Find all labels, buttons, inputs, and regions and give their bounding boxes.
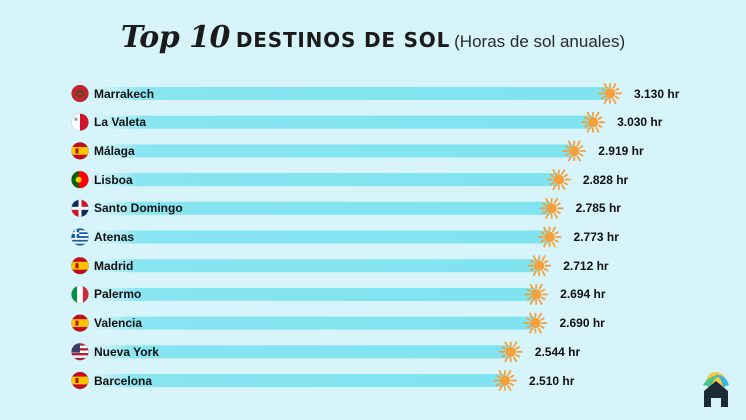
bar-2	[80, 144, 575, 158]
value-label: 2.544 hr	[534, 344, 581, 359]
category-label: Santo Domingo	[94, 201, 183, 216]
category-label: Málaga	[94, 143, 135, 158]
sun-icon	[546, 169, 571, 191]
value-label: 2.694 hr	[560, 287, 606, 302]
dominican-republic-flag-icon	[71, 199, 89, 218]
chart-title: Top 10 DESTINOS DE SOL (Horas de sol anual…	[0, 20, 746, 55]
sun-icon	[562, 140, 587, 162]
bar-3	[80, 173, 559, 187]
value-label: 2.712 hr	[563, 258, 609, 273]
bar-5	[80, 230, 550, 244]
bar-10	[80, 374, 506, 387]
bar-7	[80, 287, 537, 301]
value-label: 2.828 hr	[582, 172, 629, 187]
category-label: Madrid	[94, 258, 134, 273]
spain-flag-icon	[71, 371, 89, 390]
category-label: Barcelona	[94, 373, 153, 388]
sun-icon	[527, 255, 552, 277]
bar-1	[80, 115, 594, 129]
bar-9	[80, 345, 511, 359]
sun-icon	[498, 341, 523, 363]
value-label: 3.130 hr	[634, 86, 680, 101]
sun-icon	[523, 312, 548, 334]
title-main: DESTINOS DE SOL	[235, 28, 451, 52]
title-top10: Top 10	[120, 20, 231, 55]
sun-icon	[581, 111, 605, 133]
value-label: 2.690 hr	[559, 316, 605, 331]
spain-flag-icon	[71, 256, 89, 275]
sun-icon	[537, 226, 562, 248]
sun-icon	[539, 197, 564, 219]
portugal-flag-icon	[71, 170, 89, 189]
usa-flag-icon	[71, 342, 89, 361]
value-label: 3.030 hr	[617, 115, 663, 130]
category-label: La Valeta	[94, 115, 147, 130]
category-label: Marrakech	[94, 86, 155, 101]
spain-flag-icon	[71, 142, 89, 160]
category-label: Lisboa	[94, 172, 133, 187]
bar-0	[80, 87, 610, 100]
bar-4	[80, 201, 552, 215]
category-label: Palermo	[94, 287, 142, 302]
spain-flag-icon	[71, 314, 89, 332]
house-logo-icon	[703, 372, 729, 407]
sun-icon	[493, 370, 517, 391]
malta-flag-icon	[71, 113, 89, 131]
value-label: 2.773 hr	[573, 230, 619, 244]
greece-flag-icon	[71, 228, 89, 246]
morocco-flag-icon	[71, 84, 89, 103]
title-subtitle: (Horas de sol anuales)	[454, 32, 626, 51]
italy-flag-icon	[71, 285, 89, 304]
category-label: Valencia	[94, 316, 143, 331]
value-label: 2.785 hr	[575, 201, 621, 216]
sun-icon	[598, 83, 622, 104]
category-label: Atenas	[94, 230, 135, 244]
sun-icon	[524, 283, 549, 305]
value-label: 2.510 hr	[529, 373, 575, 388]
value-label: 2.919 hr	[598, 143, 644, 158]
category-label: Nueva York	[94, 344, 159, 359]
bar-8	[80, 316, 536, 330]
bar-6	[80, 259, 540, 273]
